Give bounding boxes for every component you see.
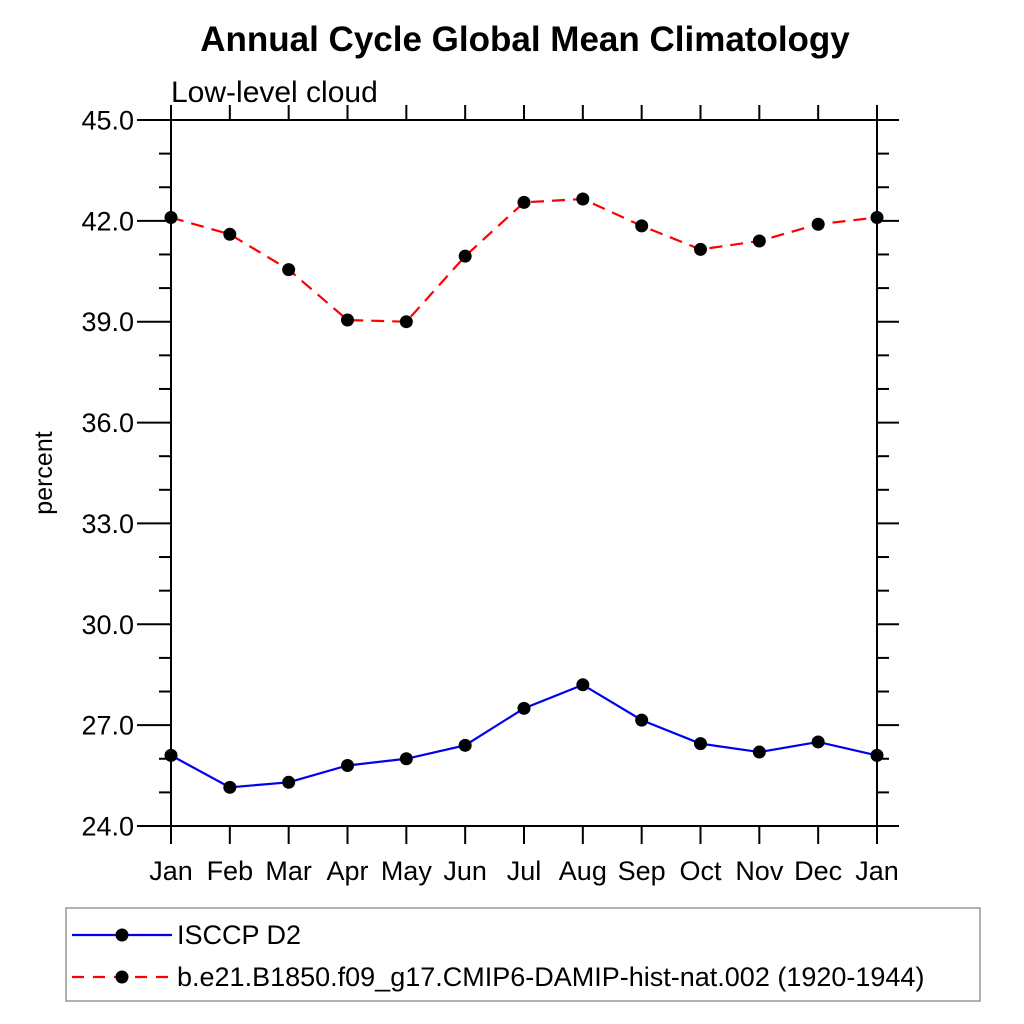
data-point-dot [223, 780, 237, 794]
x-tick-label: Feb [207, 856, 254, 886]
y-tick-label: 39.0 [81, 307, 134, 337]
series-cmip6-model [164, 192, 884, 329]
data-point-dot [517, 195, 531, 209]
data-point-dot [282, 263, 296, 277]
data-point-dot [752, 745, 766, 759]
legend-marker-isccp [115, 928, 129, 942]
chart-title: Annual Cycle Global Mean Climatology [200, 20, 850, 59]
y-axis-title: percent [30, 431, 58, 514]
data-point-dot [223, 227, 237, 241]
data-point-dot [399, 752, 413, 766]
data-point-dot [811, 735, 825, 749]
data-point-dot [517, 701, 531, 715]
x-tick-label: Jan [149, 856, 193, 886]
data-point-dot [870, 210, 884, 224]
legend-marker-model [115, 970, 129, 984]
legend: ISCCP D2 b.e21.B1850.f09_g17.CMIP6-DAMIP… [65, 907, 981, 1002]
series-line [170, 197, 878, 323]
y-tick-label: 36.0 [81, 408, 134, 438]
x-tick-label: Jun [443, 856, 487, 886]
x-tick-label: Apr [326, 856, 368, 886]
x-tick-label: Aug [559, 856, 607, 886]
data-point-dot [341, 758, 354, 772]
data-point-dot [635, 219, 649, 233]
y-tick-label: 42.0 [81, 206, 134, 236]
x-tick-label: Dec [794, 856, 842, 886]
data-point-dot [576, 192, 590, 206]
series-line [170, 683, 878, 789]
y-tick-label: 30.0 [81, 610, 134, 640]
data-point-dot [399, 315, 413, 329]
data-point-dot [635, 713, 649, 727]
x-tick-label: Oct [679, 856, 722, 886]
data-point-dot [282, 775, 296, 789]
y-axis-ticks [137, 119, 899, 827]
plot-border [170, 119, 878, 827]
data-point-dot [576, 678, 590, 692]
y-tick-label: 24.0 [81, 812, 134, 842]
x-tick-label: Jul [507, 856, 542, 886]
x-tick-label: May [381, 856, 433, 886]
data-point-dot [752, 234, 766, 248]
y-axis-tick-labels: 24.0 27.0 30.0 33.0 36.0 39.0 42.0 45.0 [81, 106, 134, 842]
y-tick-label: 27.0 [81, 711, 134, 741]
x-tick-label: Sep [618, 856, 666, 886]
x-axis-ticks [170, 105, 878, 844]
data-point-dot [694, 737, 707, 751]
x-tick-label: Mar [265, 856, 312, 886]
data-point-dot [458, 738, 472, 752]
legend-box [65, 907, 981, 1002]
data-point-dot [811, 217, 825, 231]
x-tick-label: Nov [735, 856, 784, 886]
legend-label-model: b.e21.B1850.f09_g17.CMIP6-DAMIP-hist-nat… [177, 962, 924, 992]
data-point-dot [341, 313, 354, 327]
y-tick-label: 45.0 [81, 106, 134, 136]
series-isccp-d2 [164, 678, 884, 794]
data-point-dot [694, 242, 707, 256]
x-axis-tick-labels: Jan Feb Mar Apr May Jun Jul Aug Sep Oct Nov Dec Jan [149, 856, 899, 886]
data-point-dot [870, 748, 884, 762]
data-point-dot [164, 748, 178, 762]
data-point-dot [458, 249, 472, 263]
x-tick-label: Jan [855, 856, 899, 886]
chart-subtitle: Low-level cloud [171, 76, 378, 109]
y-tick-label: 33.0 [81, 509, 134, 539]
legend-label-isccp: ISCCP D2 [177, 920, 301, 950]
data-point-dot [164, 210, 178, 224]
